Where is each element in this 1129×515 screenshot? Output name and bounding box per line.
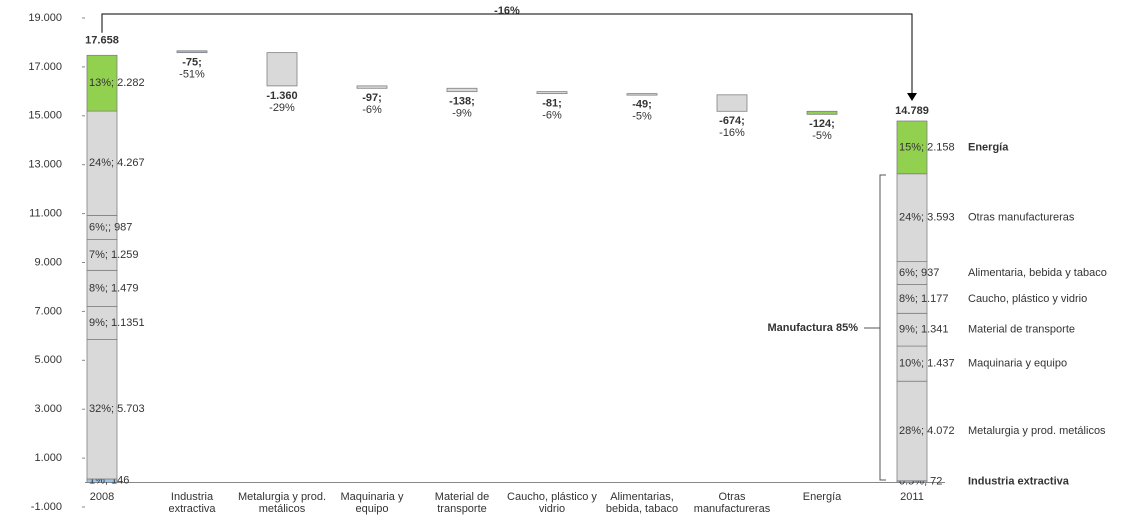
stack-segment — [86, 215, 118, 240]
change-label: -124; — [809, 118, 835, 130]
segment-label: 10%; 1.437 — [899, 358, 955, 370]
change-bar — [806, 110, 838, 115]
change-arrow — [101, 13, 913, 95]
segment-label: 8%; 1.479 — [89, 282, 139, 294]
change-percent: -9% — [452, 108, 472, 120]
x-tick-label: Energía — [802, 491, 842, 503]
y-tick-label: -1.000 — [31, 501, 62, 513]
change-label: -97; — [362, 92, 382, 104]
segment-label: 6%; 937 — [899, 267, 939, 279]
arrow-head — [907, 92, 917, 101]
stack-segment — [896, 380, 928, 482]
x-tick-label: Industria extractiva — [168, 491, 216, 515]
stack-segment — [86, 110, 118, 216]
y-tick-label: 5.000 — [34, 354, 62, 366]
legend-label: Industria extractiva — [968, 476, 1070, 488]
x-tick-label: Maquinaria y equipo — [340, 491, 404, 515]
change-label: -1.360 — [266, 90, 297, 102]
change-bar — [716, 94, 748, 112]
change-percent: -5% — [812, 130, 832, 142]
y-tick-label: 17.000 — [28, 61, 62, 73]
x-tick-label: Metalurgia y prod. metálicos — [237, 491, 327, 515]
x-tick-label: 2011 — [900, 491, 924, 503]
y-tick-label: 7.000 — [34, 305, 62, 317]
legend-label: Alimentaria, bebida y tabaco — [968, 267, 1107, 279]
y-tick-label: 19.000 — [28, 12, 62, 24]
change-percent: -5% — [632, 111, 652, 123]
legend-label: Otras manufactureras — [968, 212, 1075, 224]
change-bar — [446, 87, 478, 93]
stack-segment — [86, 339, 118, 480]
segment-label: 24%; 3.593 — [899, 212, 955, 224]
change-percent: -6% — [542, 110, 562, 122]
stack-segment — [896, 120, 928, 175]
change-label: -81; — [542, 98, 562, 110]
stack-segment — [86, 306, 118, 340]
change-bar — [266, 52, 298, 87]
x-tick-label: Material de transporte — [434, 491, 490, 515]
segment-label: 32%; 5.703 — [89, 403, 145, 415]
x-tick-label: Otras manufactureras — [693, 491, 771, 515]
total-label: 14.789 — [895, 105, 929, 117]
change-bar — [176, 50, 208, 54]
change-percent: -51% — [179, 69, 205, 81]
segment-label: 8%; 1.177 — [899, 293, 949, 305]
stack-segment — [896, 284, 928, 314]
bracket — [879, 174, 886, 481]
legend-label: Energía — [968, 141, 1009, 153]
stack-segment — [86, 269, 118, 307]
segment-label: 13%; 2.282 — [89, 77, 145, 89]
stack-segment — [896, 345, 928, 382]
legend-label: Caucho, plástico y vidrio — [968, 293, 1087, 305]
segment-label: 9%; 1.1351 — [89, 317, 145, 329]
y-tick-label: 11.000 — [29, 208, 62, 220]
segment-label: 7%; 1.259 — [89, 249, 139, 261]
y-tick-label: 15.000 — [28, 110, 62, 122]
change-percent: -16% — [719, 127, 745, 139]
change-label: -674; — [719, 115, 745, 127]
stack-segment — [86, 239, 118, 271]
change-bar — [536, 91, 568, 95]
legend-label: Metalurgia y prod. metálicos — [968, 425, 1106, 437]
segment-label: 15%; 2.158 — [899, 141, 955, 153]
change-label: -75; — [182, 57, 202, 69]
segment-label: 9%; 1.341 — [899, 324, 949, 336]
x-tick-label: Caucho, plástico y vidrio — [507, 491, 597, 515]
change-percent: -29% — [269, 102, 295, 114]
y-tick-label: 13.000 — [28, 159, 62, 171]
change-percent: -6% — [362, 104, 382, 116]
change-bar — [626, 93, 658, 96]
y-tick-label: 1.000 — [34, 452, 62, 464]
total-label: 17.658 — [85, 35, 119, 47]
x-tick-label: 2008 — [89, 491, 115, 503]
segment-label: 6%;; 987 — [89, 221, 132, 233]
change-label: -49; — [632, 99, 652, 111]
segment-label: 28%; 4.072 — [899, 425, 955, 437]
y-tick-label: 9.000 — [34, 256, 62, 268]
change-label: -138; — [449, 96, 475, 108]
x-tick-label: Alimentarias, bebida, tabaco — [605, 491, 679, 515]
legend-label: Material de transporte — [968, 324, 1075, 336]
segment-label: 24%; 4.267 — [89, 157, 145, 169]
legend-label: Maquinaria y equipo — [968, 358, 1067, 370]
stack-segment — [86, 54, 118, 112]
annotation: Manufactura 85% — [768, 322, 859, 334]
stack-segment — [896, 173, 928, 263]
annotation: -16% — [494, 5, 520, 17]
y-tick-label: 3.000 — [34, 403, 62, 415]
change-bar — [356, 85, 388, 89]
